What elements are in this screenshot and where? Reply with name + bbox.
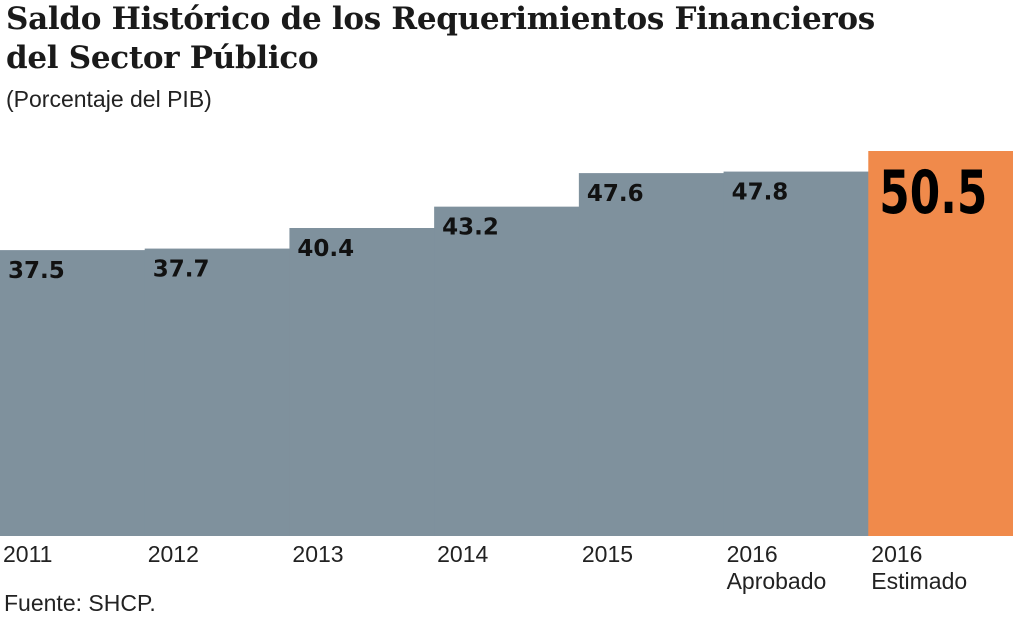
value-labels-group: 37.5 37.7 40.4 43.2 47.6 47.8 50.5 <box>8 158 987 284</box>
x-tick-label-1-line-0: 2012 <box>148 541 199 567</box>
bars-group <box>0 151 1013 537</box>
bar-2 <box>289 228 435 536</box>
x-tick-label-3-line-0: 2014 <box>437 541 488 567</box>
x-tick-label-5: 2016 Aprobado <box>727 541 827 594</box>
value-label-4: 47.6 <box>587 181 644 207</box>
source-note: Fuente: SHCP. <box>4 590 156 616</box>
x-tick-label-0: 2011 <box>3 541 52 567</box>
value-label-0: 37.5 <box>8 258 65 284</box>
chart-title: Saldo Histórico de los Requerimientos Fi… <box>6 0 1006 78</box>
x-tick-label-4-line-0: 2015 <box>582 541 633 567</box>
x-tick-label-1: 2012 <box>148 541 199 567</box>
bar-0 <box>0 250 146 537</box>
x-tick-label-6-line-0: 2016 <box>871 541 922 567</box>
x-tick-label-3: 2014 <box>437 541 488 567</box>
bar-5 <box>723 171 869 536</box>
value-label-5: 47.8 <box>732 180 789 206</box>
chart-title-line-2: del Sector Público <box>6 40 319 76</box>
bar-3 <box>434 206 580 536</box>
bar-4 <box>578 173 725 537</box>
x-tick-label-6: 2016 Estimado <box>871 541 967 594</box>
value-label-1: 37.7 <box>153 257 210 283</box>
x-tick-label-6-line-1: Estimado <box>871 568 967 594</box>
x-tick-label-2-line-0: 2013 <box>292 541 343 567</box>
x-tick-label-4: 2015 <box>582 541 633 567</box>
x-tick-label-5-line-0: 2016 <box>727 541 778 567</box>
value-label-6: 50.5 <box>879 158 987 228</box>
bar-6 <box>868 151 1013 536</box>
chart-subtitle: (Porcentaje del PIB) <box>6 86 212 112</box>
x-tick-label-0-line-0: 2011 <box>3 541 52 567</box>
x-tick-label-2: 2013 <box>292 541 343 567</box>
x-tick-label-5-line-1: Aprobado <box>727 568 827 594</box>
bar-1 <box>144 248 291 536</box>
value-label-3: 43.2 <box>442 215 499 241</box>
value-label-2: 40.4 <box>297 236 354 262</box>
chart-title-line-1: Saldo Histórico de los Requerimientos Fi… <box>6 1 875 37</box>
